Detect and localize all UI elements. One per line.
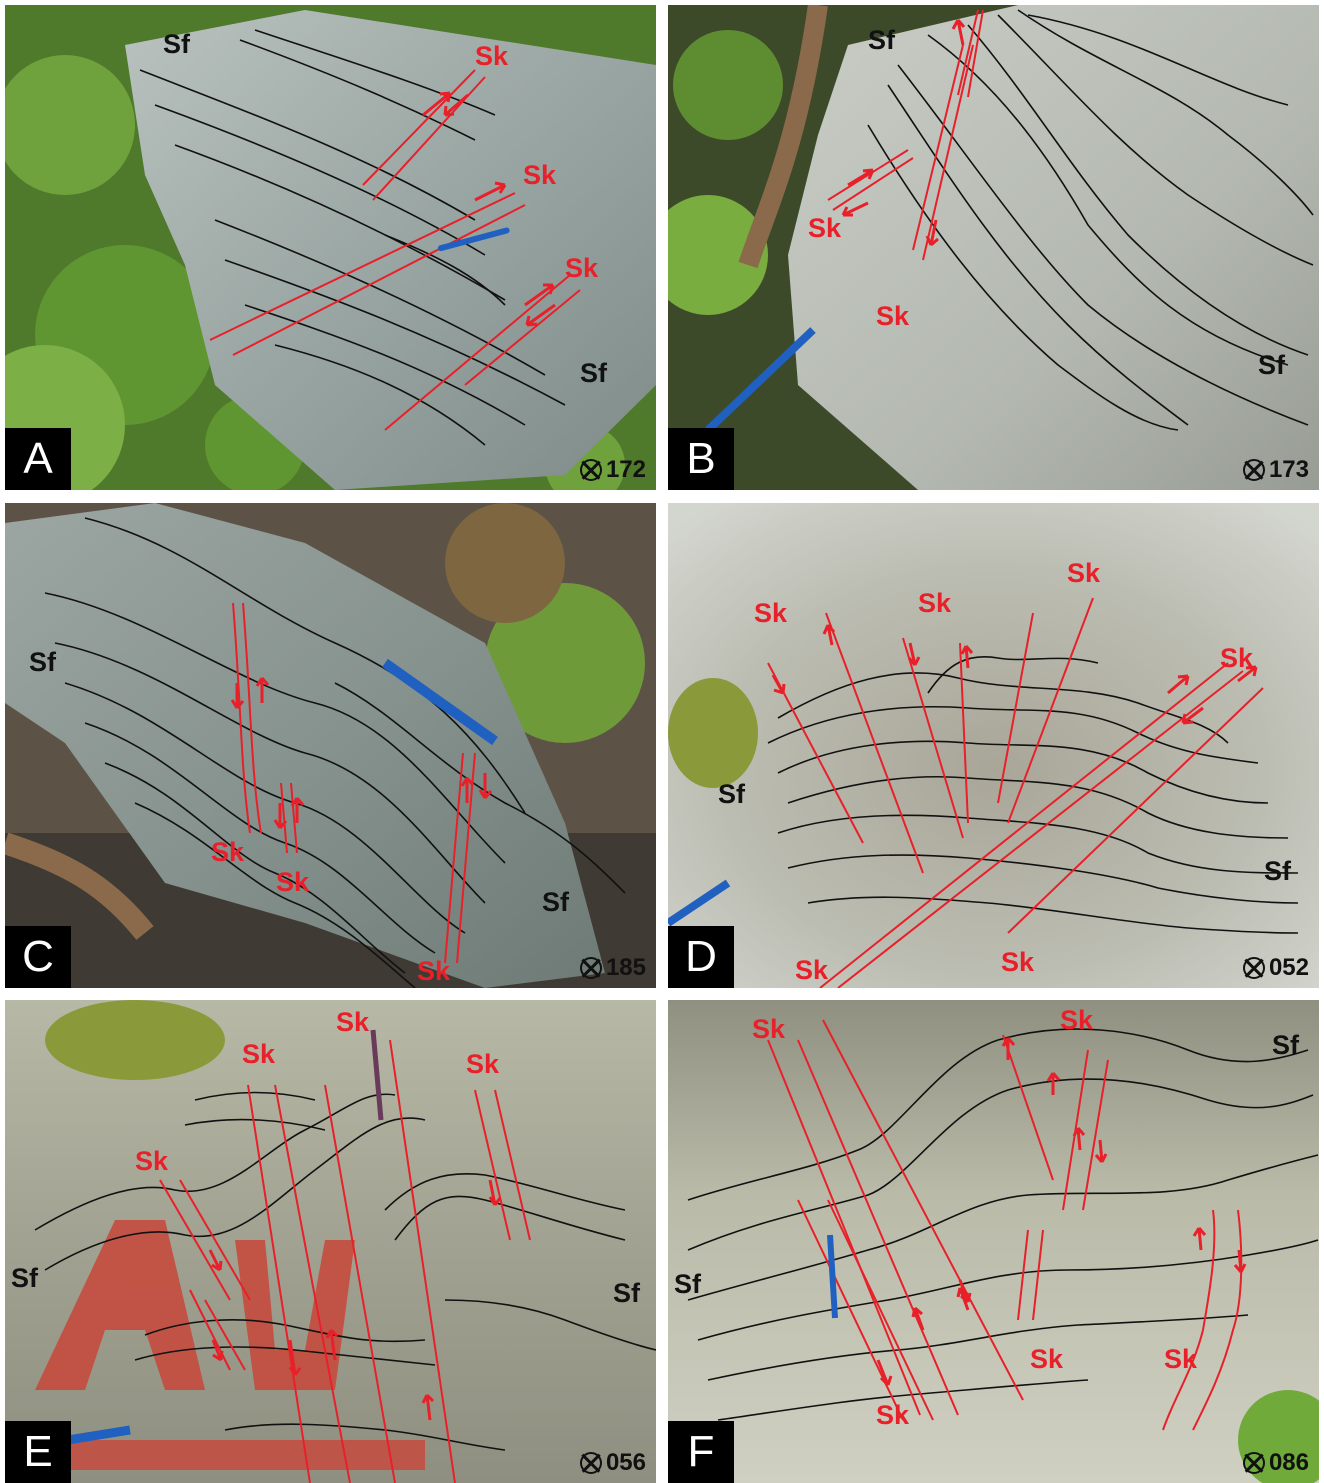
view-direction: 185 [579, 954, 646, 982]
panel-e-photo [5, 1000, 656, 1483]
sk-label: Sk [918, 588, 952, 618]
sf-label: Sf [580, 358, 607, 388]
sf-label: Sf [11, 1263, 38, 1293]
panel-c: Sk Sk Sk Sf Sf C 185 [5, 503, 656, 988]
view-direction: 052 [1242, 954, 1309, 982]
sf-label: Sf [29, 647, 56, 677]
sk-label: Sk [1030, 1344, 1064, 1374]
sf-label: Sf [674, 1269, 701, 1299]
sk-label: Sk [276, 867, 310, 897]
view-direction: 172 [579, 456, 646, 484]
sf-label: Sf [1258, 350, 1285, 380]
panel-e: Sk Sk Sk Sk Sf Sf E 056 [5, 1000, 656, 1483]
panel-label: B [668, 428, 734, 490]
panel-c-photo [5, 503, 656, 988]
sk-label: Sk [795, 955, 829, 985]
panel-label: C [5, 926, 71, 988]
sk-label: Sk [466, 1049, 500, 1079]
view-direction: 086 [1242, 1449, 1309, 1477]
panel-label: F [668, 1421, 734, 1483]
view-into-page-icon [579, 1452, 602, 1474]
sf-label: Sf [613, 1278, 640, 1308]
panel-d-photo [668, 503, 1319, 988]
sk-label: Sk [808, 213, 842, 243]
sf-label: Sf [1272, 1030, 1299, 1060]
sk-label: Sk [1220, 643, 1254, 673]
sk-label: Sk [565, 253, 599, 283]
panel-b: Sk Sk Sf Sf B 173 [668, 5, 1319, 490]
view-azimuth: 052 [1268, 954, 1309, 981]
view-azimuth: 056 [605, 1449, 646, 1476]
sk-label: Sk [876, 301, 910, 331]
view-into-page-icon [579, 459, 602, 481]
sf-label: Sf [1264, 856, 1291, 886]
sf-label: Sf [868, 25, 895, 55]
panel-f: Sk Sk Sk Sk Sk Sf Sf F 086 [668, 1000, 1319, 1483]
sk-label: Sk [242, 1039, 276, 1069]
sk-label: Sk [1067, 558, 1101, 588]
view-azimuth: 172 [605, 456, 646, 483]
view-into-page-icon [579, 957, 602, 979]
sk-label: Sk [1001, 947, 1035, 977]
sk-label: Sk [754, 598, 788, 628]
panel-label: D [668, 926, 734, 988]
sk-label: Sk [876, 1400, 910, 1430]
panel-d: Sk Sk Sk Sk Sk Sk Sf Sf D 052 [668, 503, 1319, 988]
view-azimuth: 173 [1268, 456, 1309, 483]
sk-label: Sk [1164, 1344, 1198, 1374]
sf-label: Sf [163, 29, 190, 59]
sk-label: Sk [135, 1146, 169, 1176]
sk-label: Sk [211, 837, 245, 867]
view-into-page-icon [1242, 459, 1265, 481]
view-azimuth: 086 [1268, 1449, 1309, 1476]
view-direction: 173 [1242, 456, 1309, 484]
sk-label: Sk [336, 1007, 370, 1037]
panel-b-photo [668, 5, 1319, 490]
sf-label: Sf [542, 887, 569, 917]
sk-label: Sk [1060, 1005, 1094, 1035]
panel-a: Sk Sk Sk Sf Sf A 172 [5, 5, 656, 490]
sf-label: Sf [718, 779, 745, 809]
view-into-page-icon [1242, 1452, 1265, 1474]
sk-label: Sk [752, 1014, 786, 1044]
panel-label: E [5, 1421, 71, 1483]
sk-label: Sk [475, 41, 509, 71]
panel-label: A [5, 428, 71, 490]
view-azimuth: 185 [605, 954, 646, 981]
sk-label: Sk [523, 160, 557, 190]
view-direction: 056 [579, 1449, 646, 1477]
sk-label: Sk [417, 956, 451, 986]
view-into-page-icon [1242, 957, 1265, 979]
panel-a-photo [5, 5, 656, 490]
panel-f-photo [668, 1000, 1319, 1483]
